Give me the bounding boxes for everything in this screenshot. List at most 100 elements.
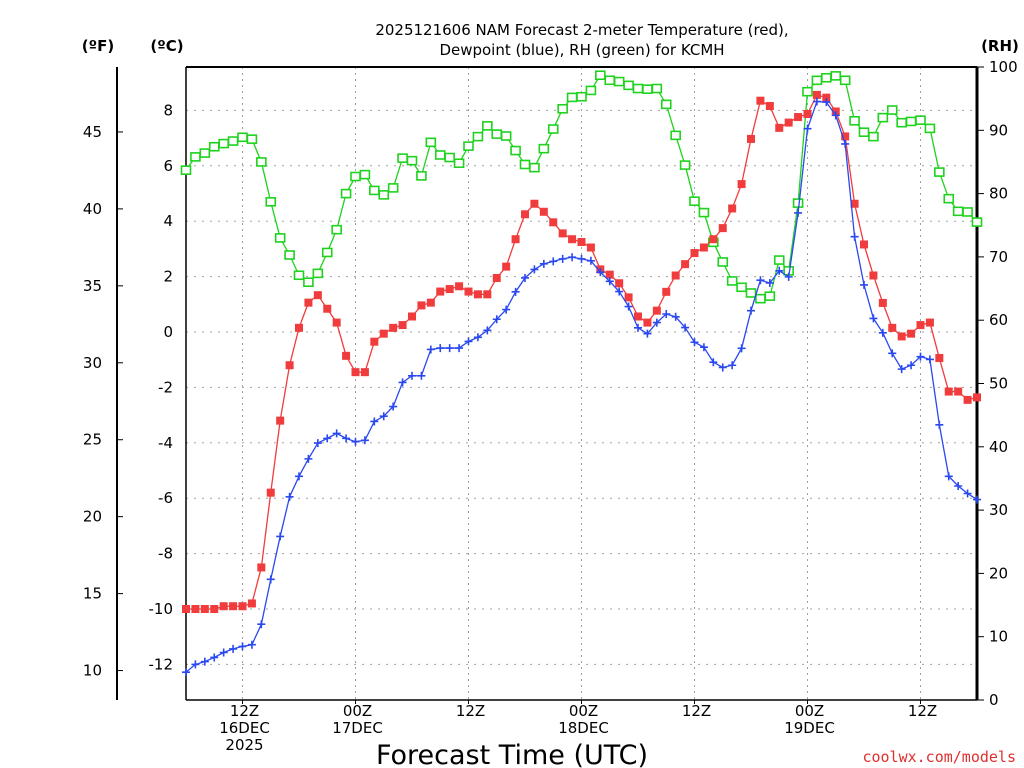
temperature-point — [238, 602, 247, 611]
dewpoint-point — [558, 254, 567, 263]
dewpoint-point — [681, 323, 690, 332]
rh-point — [886, 105, 898, 115]
temperature-point — [530, 199, 539, 208]
rh-point — [453, 158, 465, 169]
temperature-point — [784, 118, 793, 127]
y-tick-label-rh: 0 — [989, 691, 999, 709]
temperature-point — [888, 323, 897, 332]
rh-point — [660, 99, 672, 110]
dewpoint-point — [191, 660, 200, 669]
dewpoint-point — [737, 344, 746, 353]
temperature-point — [681, 260, 690, 269]
y-tick-label-rh: 20 — [989, 564, 1008, 582]
y-tick-label-rh: 30 — [989, 501, 1008, 519]
dewpoint-point — [436, 344, 445, 353]
dewpoint-point — [238, 642, 247, 651]
temperature-point — [728, 204, 737, 213]
y-tick-label-fahrenheit: 10 — [83, 662, 102, 680]
rh-point — [613, 76, 625, 87]
temperature-point — [841, 132, 850, 141]
x-axis-label: Forecast Time (UTC) — [376, 740, 648, 768]
dewpoint-point — [389, 402, 398, 411]
rh-point — [406, 155, 418, 166]
rh-point — [444, 152, 455, 163]
temperature-point — [765, 101, 774, 110]
dewpoint-point — [596, 268, 605, 277]
y-tick-label-celsius: 2 — [163, 268, 173, 286]
rh-point — [943, 193, 955, 204]
temperature-point — [210, 605, 219, 613]
dewpoint-point — [323, 434, 332, 443]
dewpoint-point — [417, 371, 426, 380]
temperature-point — [389, 323, 398, 332]
dewpoint-point — [831, 111, 840, 120]
temperature-point — [285, 361, 294, 370]
rh-point — [378, 190, 390, 200]
dewpoint-point — [869, 314, 878, 323]
dewpoint-point — [643, 329, 652, 338]
series-line-temperature — [186, 94, 978, 610]
y-tick-label-celsius: 0 — [163, 323, 173, 341]
rh-point — [208, 141, 220, 152]
temperature-point — [850, 199, 859, 208]
dewpoint-point — [313, 439, 322, 448]
temperature-point — [417, 301, 426, 310]
rh-point — [246, 134, 258, 144]
temperature-point — [257, 563, 266, 572]
rh-point — [736, 282, 747, 293]
dewpoint-point — [351, 437, 360, 446]
temperature-point — [897, 332, 906, 341]
temperature-point — [408, 312, 416, 321]
temperature-point — [568, 235, 577, 244]
temperature-point — [351, 368, 360, 377]
temperature-point — [586, 243, 595, 252]
rh-point — [670, 130, 681, 141]
rh-point — [538, 143, 550, 154]
rh-point — [293, 270, 305, 281]
rh-point — [369, 185, 380, 196]
temperature-point — [191, 605, 200, 613]
y-tick-label-rh: 50 — [989, 375, 1008, 393]
temperature-point — [313, 291, 322, 300]
y-tick-label-celsius: -8 — [158, 545, 173, 563]
dewpoint-point — [295, 472, 303, 481]
temperature-point — [247, 599, 256, 608]
temperature-point — [643, 318, 652, 327]
rh-point — [651, 83, 663, 94]
rh-point — [595, 70, 606, 81]
temperature-point — [869, 271, 878, 280]
temperature-point — [973, 393, 981, 402]
rh-point — [745, 288, 757, 298]
rh-point — [303, 277, 314, 288]
dewpoint-point — [276, 532, 285, 541]
dewpoint-point — [304, 454, 313, 463]
rh-point — [547, 124, 559, 134]
credit-link[interactable]: coolwx.com/models — [862, 748, 1016, 766]
dewpoint-point — [219, 648, 228, 657]
temperature-point — [426, 298, 435, 307]
dewpoint-point — [615, 287, 624, 296]
rh-point — [180, 165, 192, 175]
rh-point — [416, 171, 427, 181]
dewpoint-point — [182, 668, 190, 677]
temperature-point — [747, 134, 755, 143]
y-tick-label-rh: 90 — [989, 121, 1008, 139]
dewpoint-point — [718, 363, 727, 372]
dewpoint-point — [455, 344, 464, 353]
x-tick-label: 12Z — [908, 702, 937, 720]
temperature-point — [342, 351, 351, 360]
dewpoint-point — [285, 492, 294, 501]
rh-point — [962, 207, 973, 217]
chart-title-line-2: Dewpoint (blue), RH (green) for KCMH — [439, 41, 724, 59]
temperature-point — [690, 249, 699, 258]
dewpoint-point — [916, 352, 925, 361]
dewpoint-point — [907, 361, 916, 370]
dewpoint-point — [464, 337, 473, 346]
rh-point — [971, 217, 983, 227]
temperature-point — [963, 395, 972, 404]
rh-point — [472, 131, 484, 142]
rh-point — [623, 80, 634, 91]
x-tick-label: 12Z — [682, 702, 711, 720]
y-tick-label-celsius: 6 — [163, 157, 173, 175]
rh-point — [773, 255, 785, 265]
